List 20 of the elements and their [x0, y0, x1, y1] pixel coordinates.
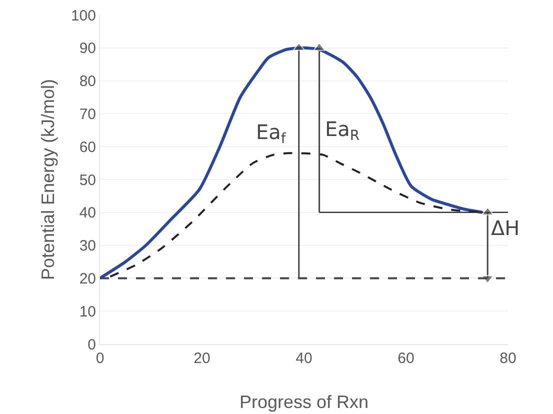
- y-tick-label: 20: [79, 270, 96, 288]
- y-tick-label: 90: [79, 40, 96, 58]
- x-tick-label: 80: [500, 350, 516, 367]
- x-tick-label: 40: [296, 350, 312, 367]
- y-tick-label: 50: [79, 172, 96, 189]
- y-tick-label: 10: [79, 303, 96, 320]
- x-tick-label: 20: [194, 350, 210, 367]
- y-tick-label: 30: [79, 238, 96, 255]
- annotation: Ea$_{R}$: [325, 117, 360, 144]
- y-tick-label: 60: [79, 138, 96, 156]
- annotation: Ea$_{f}$: [256, 120, 287, 148]
- y-axis-title: Potential Energy (kJ/mol): [38, 78, 58, 280]
- annotation: ΔH: [491, 216, 520, 240]
- y-tick-label: 40: [79, 204, 96, 222]
- y-tick-label: 80: [79, 73, 96, 90]
- y-tick-label: 0: [88, 336, 96, 354]
- x-tick-label: 60: [398, 350, 414, 367]
- y-tick-label: 100: [70, 7, 96, 24]
- y-tick-label: 70: [79, 106, 96, 123]
- x-axis-title: Progress of Rxn: [239, 392, 369, 412]
